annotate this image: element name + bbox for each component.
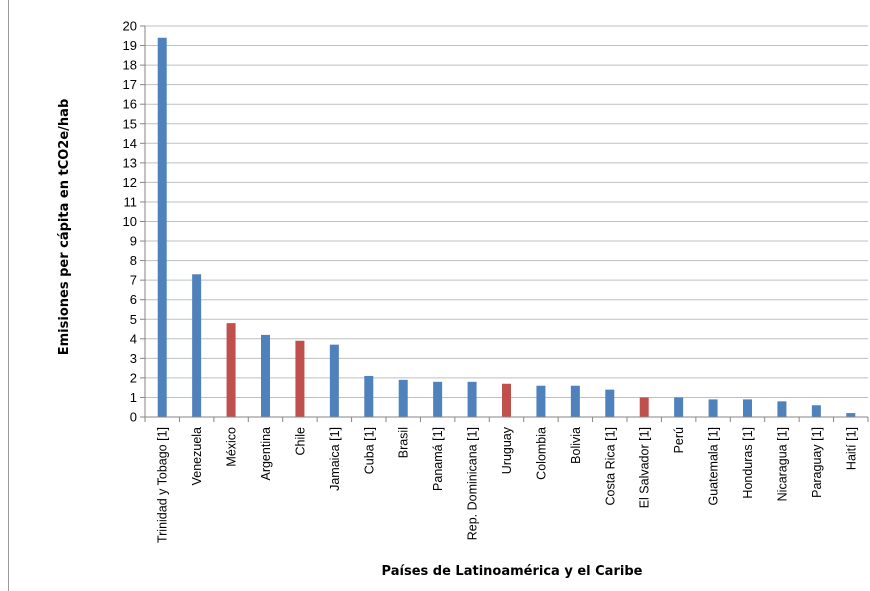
bar xyxy=(364,375,374,417)
y-tick-label: 7 xyxy=(130,273,137,288)
x-tick-label: Argentina xyxy=(259,427,273,481)
bar xyxy=(329,344,339,417)
bar xyxy=(639,397,649,417)
x-tick-label: Jamaica [1] xyxy=(328,427,342,491)
x-tick-label: Rep. Dominicana [1] xyxy=(466,427,480,540)
y-tick-label: 9 xyxy=(130,234,137,249)
x-tick-label: Perú xyxy=(672,427,686,453)
y-tick-label: 19 xyxy=(123,38,137,53)
x-tick-label: Panamá [1] xyxy=(431,427,445,491)
x-tick-label: Costa Rica [1] xyxy=(603,427,617,506)
x-tick-label: Paraguay [1] xyxy=(810,427,824,498)
gridlines xyxy=(145,25,868,398)
y-tick-label: 15 xyxy=(123,116,137,131)
y-tick-label: 6 xyxy=(130,292,137,307)
x-tick-label: Venezuela xyxy=(190,427,204,485)
x-tick-label: Haití [1] xyxy=(844,427,858,470)
x-tick-label: Nicaragua [1] xyxy=(775,427,789,501)
x-tick-label: El Salvador [1] xyxy=(638,427,652,508)
y-tick-label: 4 xyxy=(130,331,137,346)
bar xyxy=(605,389,615,417)
bar xyxy=(708,399,718,417)
y-tick-label: 0 xyxy=(130,410,137,425)
y-tick-label: 2 xyxy=(130,370,137,385)
bar xyxy=(398,379,408,417)
x-tick-label: Colombia xyxy=(534,427,548,480)
x-tick-label: México xyxy=(225,427,239,467)
bar xyxy=(295,340,305,417)
y-tick-label: 8 xyxy=(130,253,137,268)
y-tick-label: 10 xyxy=(123,214,137,229)
bar xyxy=(226,323,236,417)
x-tick-label: Trinidad y Tobago [1] xyxy=(156,427,170,543)
bar xyxy=(570,385,580,417)
bar xyxy=(433,381,443,417)
y-tick-label: 13 xyxy=(123,155,137,170)
x-tick-label: Cuba [1] xyxy=(362,427,376,474)
y-tick-label: 1 xyxy=(130,390,137,405)
bar xyxy=(536,385,546,417)
bar xyxy=(674,397,684,417)
x-tick-label: Uruguay xyxy=(500,426,514,474)
x-tick-label: Honduras [1] xyxy=(741,427,755,499)
x-tick-label: Bolivia xyxy=(569,427,583,464)
y-tick-label: 5 xyxy=(130,312,137,327)
x-axis-labels: Trinidad y Tobago [1] Venezuela México Arge… xyxy=(156,426,859,543)
bar xyxy=(777,401,787,417)
bar xyxy=(743,399,752,417)
x-tick-label: Chile xyxy=(293,427,307,456)
y-tick-label: 12 xyxy=(123,175,137,190)
bar xyxy=(192,274,202,417)
bars xyxy=(157,37,856,417)
x-tick-label: Brasil xyxy=(397,427,411,458)
bar xyxy=(811,405,821,417)
y-tick-label: 20 xyxy=(123,19,137,34)
y-tick-label: 11 xyxy=(124,194,138,209)
chart-frame xyxy=(8,0,870,591)
y-tick-label: 17 xyxy=(123,77,137,92)
bar xyxy=(846,413,856,417)
y-tick-label: 14 xyxy=(123,136,137,151)
x-axis-title: Países de Latinoamérica y el Caribe xyxy=(382,564,643,579)
bar xyxy=(261,334,270,417)
bar xyxy=(502,383,511,417)
y-axis-title: Emisiones per cápita en tCO2e/hab xyxy=(57,99,72,356)
bar xyxy=(157,37,167,417)
x-tick-label: Guatemala [1] xyxy=(707,427,721,506)
y-tick-label: 3 xyxy=(130,351,137,366)
axes xyxy=(144,26,869,422)
bar xyxy=(467,381,477,417)
y-tick-label: 16 xyxy=(123,97,137,112)
y-tick-label: 18 xyxy=(123,58,137,73)
